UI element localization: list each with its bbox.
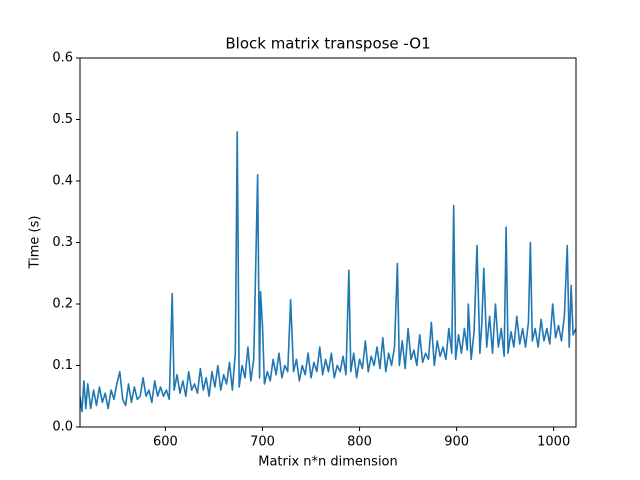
x-axis-label: Matrix n*n dimension [258,455,398,470]
plot-frame [79,57,577,428]
y-tick-label: 0.2 [52,297,73,312]
data-line [80,131,576,413]
x-tick-label: 600 [153,435,178,450]
y-tick-label: 0.3 [52,235,73,250]
y-tick-label: 0.1 [52,358,73,373]
y-tick-label: 0.4 [52,174,73,189]
x-tick-label: 800 [347,435,372,450]
y-tick-label: 0.6 [52,51,73,66]
chart-title: Block matrix transpose -O1 [225,35,430,53]
y-axis-label: Time (s) [28,216,43,270]
x-tick-label: 900 [444,435,469,450]
x-tick-label: 1000 [537,435,570,450]
y-tick-label: 0.5 [52,112,73,127]
x-tick-label: 700 [250,435,275,450]
y-tick-label: 0.0 [52,420,73,435]
